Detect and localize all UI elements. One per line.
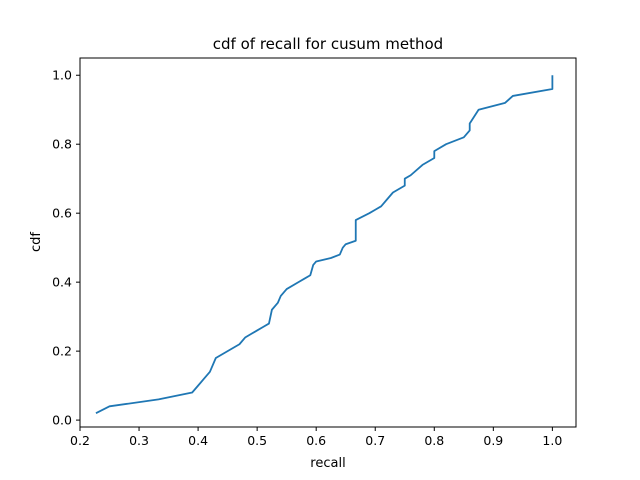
y-axis-label: cdf xyxy=(29,232,44,252)
y-tick-label: 0.8 xyxy=(52,137,72,152)
chart-title: cdf of recall for cusum method xyxy=(213,35,443,53)
y-tick-label: 0.2 xyxy=(52,344,72,359)
x-tick-label: 1.0 xyxy=(542,433,562,448)
plot-area xyxy=(95,75,554,415)
x-tick-label: 0.7 xyxy=(365,433,385,448)
series-line-0 xyxy=(95,75,554,415)
axes-frame xyxy=(79,57,577,428)
x-tick-label: 0.8 xyxy=(424,433,444,448)
x-axis: 0.2 0.3 0.4 0.5 0.6 0.7 0.8 0.9 1.0 xyxy=(70,427,562,448)
x-tick-label: 0.3 xyxy=(129,433,149,448)
x-tick-label: 0.2 xyxy=(70,433,90,448)
x-tick-label: 0.9 xyxy=(483,433,503,448)
y-axis: 0.0 0.2 0.4 0.6 0.8 1.0 xyxy=(52,68,80,428)
x-tick-label: 0.5 xyxy=(247,433,267,448)
y-tick-label: 0.0 xyxy=(52,413,72,428)
y-tick-label: 0.6 xyxy=(52,206,72,221)
x-tick-label: 0.6 xyxy=(306,433,326,448)
y-tick-label: 0.4 xyxy=(52,275,72,290)
x-tick-label: 0.4 xyxy=(188,433,208,448)
y-tick-label: 1.0 xyxy=(52,68,72,83)
x-axis-label: recall xyxy=(310,456,345,471)
